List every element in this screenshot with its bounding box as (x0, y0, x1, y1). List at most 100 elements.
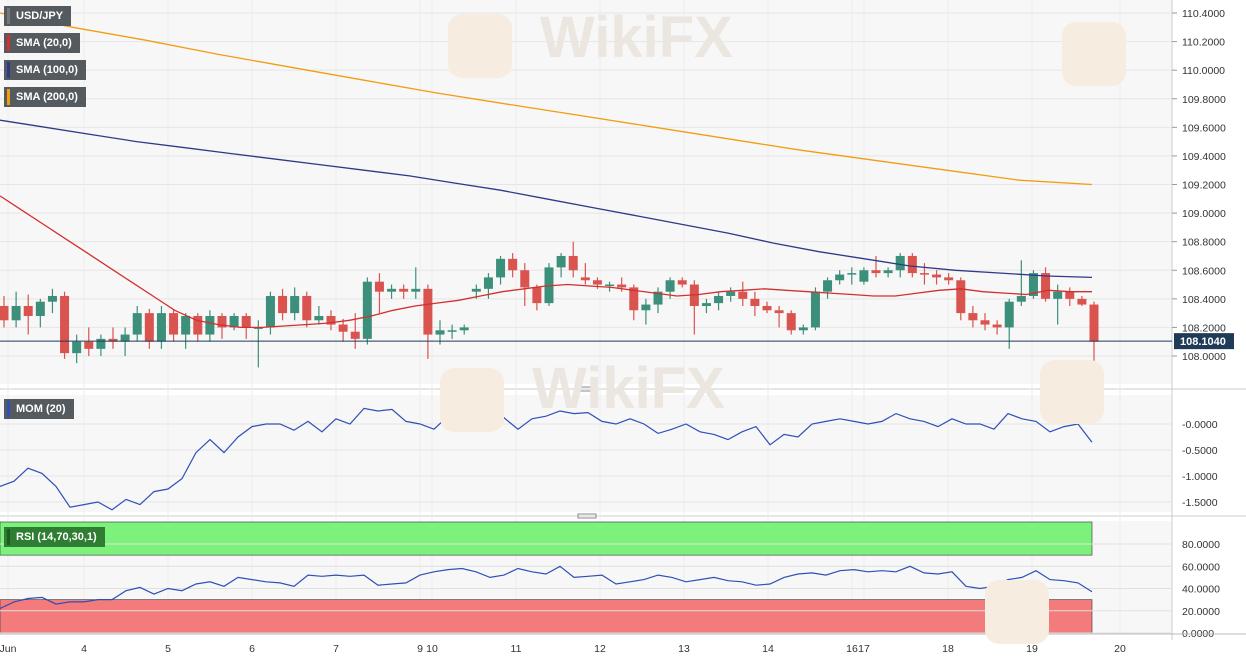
candle-up (605, 284, 615, 287)
candle-up (411, 288, 421, 292)
candle-up (229, 315, 239, 328)
pane-resize-handle (577, 513, 597, 519)
candle-up (471, 288, 481, 292)
mom-label: MOM (20) (16, 403, 66, 415)
candle-up (120, 334, 130, 342)
candle-up (1053, 291, 1063, 299)
candle-up (387, 288, 397, 292)
candle-up (314, 315, 324, 321)
candle-up (895, 255, 905, 271)
candle-up (47, 295, 57, 302)
pane-resize-handle (577, 386, 597, 392)
candle-down (193, 315, 203, 335)
candle-down (871, 270, 881, 274)
x-tick-label: 16 (846, 643, 858, 655)
candle-down (278, 295, 288, 314)
x-tick-label: 17 (858, 643, 870, 655)
x-tick-label: 4 (81, 643, 87, 655)
candle-down (617, 284, 627, 288)
candle-up (1016, 295, 1026, 302)
candle-down (23, 305, 33, 316)
candle-up (72, 341, 82, 354)
candle-up (714, 295, 724, 304)
x-tick-label: 18 (942, 643, 954, 655)
price-tick-label: 110.0000 (1182, 65, 1225, 77)
candle-down (956, 280, 966, 314)
sma200-line (0, 12, 1093, 186)
price-tick-label: 108.0000 (1182, 351, 1226, 363)
candle-up (798, 327, 808, 331)
candle-down (1041, 273, 1051, 299)
mom-tick-label: -0.5000 (1182, 445, 1218, 457)
sma200-swatch-icon (7, 89, 10, 105)
candle-up (823, 280, 833, 292)
x-tick-label: 11 (511, 643, 522, 655)
candle-up (447, 330, 457, 332)
sma100-tag[interactable]: SMA (100,0) (4, 60, 86, 80)
candle-down (980, 320, 990, 325)
rsi-tag[interactable]: RSI (14,70,30,1) (4, 527, 105, 547)
rsi-label: RSI (14,70,30,1) (16, 531, 97, 543)
candle-up (1004, 301, 1014, 328)
candle-up (859, 270, 869, 282)
symbol-tag[interactable]: USD/JPY (4, 6, 72, 26)
candle-up (653, 291, 663, 305)
candle-down (592, 280, 602, 285)
candle-up (483, 277, 493, 289)
sma20-swatch-icon (7, 35, 10, 51)
candle-down (1065, 291, 1075, 299)
candle-down (532, 287, 542, 304)
candle-down (60, 295, 70, 354)
candle-up (1028, 273, 1038, 296)
candle-up (96, 338, 106, 349)
mom-line (0, 405, 1093, 511)
mom-tick-label: -1.0000 (1182, 471, 1218, 483)
symbol-swatch-icon (7, 8, 10, 24)
x-tick-label: Jun (0, 643, 17, 655)
candle-down (786, 313, 796, 331)
price-tick-label: 109.4000 (1182, 151, 1226, 163)
price-tick-label: 109.2000 (1182, 180, 1226, 192)
candle-up (362, 281, 372, 339)
candle-down (326, 315, 336, 325)
candle-up (496, 258, 506, 278)
candle-down (992, 324, 1002, 328)
sma20-tag[interactable]: SMA (20,0) (4, 33, 80, 53)
mom-swatch-icon (7, 401, 10, 417)
candle-down (350, 331, 360, 339)
candle-down (774, 310, 784, 314)
candle-up (835, 274, 845, 281)
candle-up (641, 304, 651, 311)
mom-tag[interactable]: MOM (20) (4, 399, 74, 419)
candle-down (919, 273, 929, 275)
x-tick-label: 14 (762, 643, 774, 655)
rsi-swatch-icon (7, 529, 10, 545)
mom-tick-label: -1.5000 (1182, 497, 1218, 509)
candle-up (156, 313, 166, 342)
price-tick-label: 109.6000 (1182, 122, 1226, 134)
candle-down (241, 315, 251, 328)
candle-down (568, 255, 578, 271)
rsi-line (0, 565, 1093, 610)
candle-up (11, 305, 21, 321)
x-tick-label: 13 (678, 643, 690, 655)
sma100-swatch-icon (7, 62, 10, 78)
rsi-overbought-zone (0, 521, 1093, 556)
candle-up (726, 291, 736, 296)
candle-down (762, 305, 772, 311)
price-tick-label: 108.2000 (1182, 322, 1226, 334)
sma200-tag[interactable]: SMA (200,0) (4, 87, 86, 107)
candle-down (0, 305, 9, 321)
candle-up (665, 280, 675, 292)
candle-down (932, 274, 942, 278)
rsi-tick-label: 40.0000 (1182, 584, 1220, 596)
candle-down (968, 313, 978, 321)
candle-down (520, 270, 530, 288)
candle-up (132, 313, 142, 335)
sma100-label: SMA (100,0) (16, 64, 78, 76)
candle-down (677, 280, 687, 285)
candle-down (1089, 304, 1099, 342)
candle-down (508, 258, 518, 271)
